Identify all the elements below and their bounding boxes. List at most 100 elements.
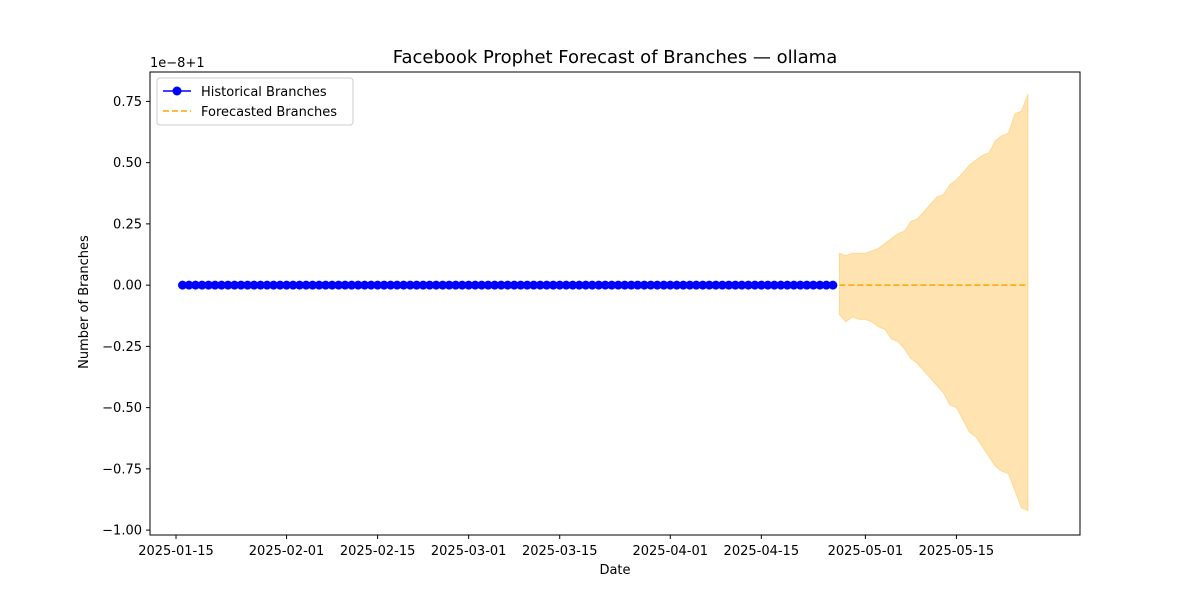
historical-data-point — [366, 280, 376, 290]
historical-data-point — [451, 280, 461, 290]
legend-box — [156, 77, 354, 126]
legend-historical-marker — [172, 86, 182, 96]
historical-data-point — [334, 280, 344, 290]
historical-data-point — [529, 280, 539, 290]
historical-data-point — [373, 280, 383, 290]
historical-data-point — [561, 280, 571, 290]
historical-data-point — [321, 280, 331, 290]
y-tick-label: −0.75 — [102, 462, 142, 477]
historical-data-point — [665, 280, 675, 290]
historical-data-point — [288, 280, 298, 290]
historical-data-point — [256, 280, 266, 290]
historical-data-point — [685, 280, 695, 290]
historical-data-point — [301, 280, 311, 290]
historical-data-point — [613, 280, 623, 290]
historical-data-point — [236, 280, 246, 290]
historical-data-point — [399, 280, 409, 290]
historical-data-point — [555, 280, 565, 290]
historical-data-point — [230, 280, 240, 290]
historical-data-point — [425, 280, 435, 290]
historical-data-point — [717, 280, 727, 290]
historical-data-point — [769, 280, 779, 290]
y-tick-label: 0.00 — [113, 279, 142, 294]
historical-data-point — [808, 280, 818, 290]
y-tick-label: 0.50 — [113, 156, 142, 171]
historical-data-point — [392, 280, 402, 290]
historical-data-point — [269, 280, 279, 290]
y-tick-label: −0.25 — [102, 340, 142, 355]
historical-data-point — [633, 280, 643, 290]
historical-data-point — [379, 280, 389, 290]
historical-data-point — [750, 280, 760, 290]
historical-data-point — [353, 280, 363, 290]
historical-data-point — [730, 280, 740, 290]
historical-data-point — [724, 280, 734, 290]
historical-data-point — [210, 280, 220, 290]
forecast-uncertainty-band — [838, 93, 1029, 512]
historical-data-point — [672, 280, 682, 290]
historical-data-point — [347, 280, 357, 290]
historical-data-point — [522, 280, 532, 290]
historical-data-point — [542, 280, 552, 290]
historical-data-point — [704, 280, 714, 290]
historical-data-point — [659, 280, 669, 290]
x-tick-label: 2025-05-01 — [828, 544, 904, 559]
historical-data-point — [607, 280, 617, 290]
historical-data-point — [360, 280, 370, 290]
chart-title: Facebook Prophet Forecast of Branches — … — [393, 47, 838, 68]
historical-data-point — [340, 280, 350, 290]
historical-data-point — [444, 280, 454, 290]
legend: Historical Branches Forecasted Branches — [156, 77, 354, 126]
historical-data-point — [295, 280, 305, 290]
historical-data-point — [815, 280, 825, 290]
x-tick-label: 2025-02-15 — [340, 544, 416, 559]
historical-data-point — [828, 280, 838, 290]
historical-data-point — [509, 280, 519, 290]
historical-data-point — [626, 280, 636, 290]
historical-data-point — [464, 280, 474, 290]
x-tick-label: 2025-01-15 — [138, 544, 214, 559]
historical-data-point — [483, 280, 493, 290]
historical-data-point — [503, 280, 513, 290]
legend-historical-label: Historical Branches — [201, 85, 327, 100]
historical-data-point — [698, 280, 708, 290]
historical-data-point — [243, 280, 253, 290]
historical-data-point — [496, 280, 506, 290]
x-tick-label: 2025-04-15 — [724, 544, 800, 559]
x-tick-label: 2025-03-01 — [431, 544, 507, 559]
historical-data-point — [535, 280, 545, 290]
historical-data-point — [327, 280, 337, 290]
historical-data-point — [386, 280, 396, 290]
historical-data-point — [594, 280, 604, 290]
historical-data-point — [795, 280, 805, 290]
historical-data-point — [620, 280, 630, 290]
historical-data-point — [282, 280, 292, 290]
historical-data-point — [431, 280, 441, 290]
historical-data-point — [548, 280, 558, 290]
historical-data-point — [314, 280, 324, 290]
historical-data-point — [418, 280, 428, 290]
historical-data-point — [197, 280, 207, 290]
historical-data-point — [438, 280, 448, 290]
historical-data-point — [802, 280, 812, 290]
historical-data-point — [275, 280, 285, 290]
x-tick-label: 2025-03-15 — [522, 544, 598, 559]
historical-data-point — [639, 280, 649, 290]
y-offset-text: 1e−8+1 — [150, 56, 205, 71]
historical-data-point — [223, 280, 233, 290]
historical-data-point — [756, 280, 766, 290]
historical-data-point — [249, 280, 259, 290]
historical-data-point — [646, 280, 656, 290]
historical-data-point — [711, 280, 721, 290]
historical-data-point — [678, 280, 688, 290]
historical-data-point — [405, 280, 415, 290]
y-tick-label: −0.50 — [102, 401, 142, 416]
y-tick-label: 0.75 — [113, 95, 142, 110]
x-tick-label: 2025-05-15 — [919, 544, 995, 559]
plot-area — [146, 71, 1081, 539]
historical-data-point — [782, 280, 792, 290]
historical-data-point — [581, 280, 591, 290]
historical-data-point — [763, 280, 773, 290]
